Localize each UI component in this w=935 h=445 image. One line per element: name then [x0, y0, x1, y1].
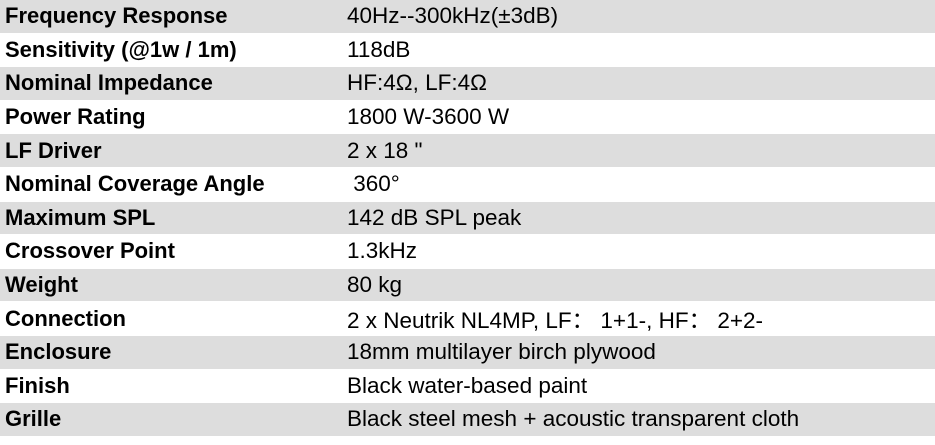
spec-label: Maximum SPL: [5, 204, 156, 230]
spec-label: Weight: [5, 272, 78, 298]
spec-row: Finish Black water-based paint: [0, 370, 935, 403]
spec-label: Enclosure: [5, 339, 112, 365]
spec-row: LF Driver 2 x 18 ": [0, 134, 935, 167]
spec-row: Frequency Response 40Hz--300kHz(±3dB): [0, 0, 935, 33]
spec-label: Nominal Coverage Angle: [5, 171, 265, 197]
spec-value: 360°: [347, 171, 400, 197]
spec-label: Nominal Impedance: [5, 70, 213, 96]
spec-label: Finish: [5, 372, 70, 398]
spec-value: HF:4Ω, LF:4Ω: [347, 70, 487, 96]
spec-value: 40Hz--300kHz(±3dB): [347, 3, 559, 29]
spec-row: Nominal Impedance HF:4Ω, LF:4Ω: [0, 67, 935, 100]
spec-row: Nominal Coverage Angle 360°: [0, 168, 935, 201]
spec-row: Weight 80 kg: [0, 268, 935, 302]
spec-label: Frequency Response: [5, 3, 228, 29]
spec-value: 1800 W-3600 W: [347, 104, 510, 130]
spec-row: Enclosure 18mm multilayer birch plywood: [0, 335, 935, 369]
spec-label: Connection: [5, 305, 126, 331]
spec-row: Grille Black steel mesh + acoustic transp…: [0, 403, 935, 436]
spec-label: Crossover Point: [5, 238, 175, 264]
spec-row: Connection 2 x Neutrik NL4MP, LF： 1+1-, H…: [0, 302, 935, 335]
spec-value: 1.3kHz: [347, 238, 418, 264]
spec-value: 80 kg: [347, 272, 403, 298]
spec-row: Sensitivity (@1w / 1m) 118dB: [0, 34, 935, 67]
spec-value: 2 x 18 ": [347, 137, 423, 163]
spec-value: Black steel mesh + acoustic transparent …: [347, 406, 800, 432]
spec-label: Grille: [5, 406, 62, 432]
spec-row: Maximum SPL 142 dB SPL peak: [0, 201, 935, 235]
spec-value: 118dB: [347, 36, 411, 62]
spec-value: Black water-based paint: [347, 372, 588, 398]
spec-label: Sensitivity (@1w / 1m): [5, 36, 237, 62]
spec-label: Power Rating: [5, 104, 146, 130]
spec-label: LF Driver: [5, 137, 102, 163]
spec-value: 2 x Neutrik NL4MP, LF： 1+1-, HF： 2+2-: [347, 307, 763, 333]
spec-row: Power Rating 1800 W-3600 W: [0, 101, 935, 134]
spec-value: 142 dB SPL peak: [347, 204, 522, 230]
spec-row: Crossover Point 1.3kHz: [0, 235, 935, 268]
spec-value: 18mm multilayer birch plywood: [347, 339, 656, 365]
